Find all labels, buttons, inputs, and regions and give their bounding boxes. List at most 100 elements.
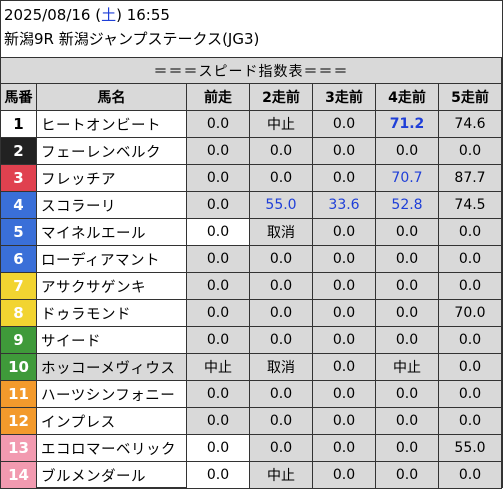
- table-row: 10 ホッコーメヴィウス 中止 取消 0.0 中止 0.0: [0, 353, 502, 381]
- table-row: 9 サイード 0.0 0.0 0.0 0.0 0.0: [0, 326, 502, 354]
- table-row: 2 フェーレンベルク 0.0 0.0 0.0 0.0 0.0: [0, 137, 502, 165]
- table-row: 7 アサクサゲンキ 0.0 0.0 0.0 0.0 0.0: [0, 272, 502, 300]
- table-header-row: 馬番 馬名 前走 2走前 3走前 4走前 5走前: [0, 83, 502, 111]
- table-row: 8 ドゥラモンド 0.0 0.0 0.0 0.0 70.0: [0, 299, 502, 327]
- horse-number: 14: [0, 461, 37, 489]
- speed-index-cell: 0.0: [186, 407, 250, 435]
- horse-number: 12: [0, 407, 37, 435]
- speed-index-cell: 中止: [249, 110, 313, 138]
- speed-index-cell: 0.0: [312, 434, 376, 462]
- speed-index-cell: 0.0: [312, 353, 376, 381]
- speed-index-cell: 0.0: [249, 245, 313, 273]
- speed-index-cell: 0.0: [438, 407, 502, 435]
- speed-index-cell: 0.0: [312, 164, 376, 192]
- horse-name: ハーツシンフォニー: [36, 380, 187, 408]
- speed-index-cell: 71.2: [375, 110, 439, 138]
- table-body: 1 ヒートオンビート 0.0 中止 0.0 71.2 74.6 2 フェーレンベルク 0.0 0.0…: [0, 110, 502, 489]
- table-row: 13 エコロマーベリック 0.0 0.0 0.0 0.0 55.0: [0, 434, 502, 462]
- speed-index-cell: 0.0: [312, 326, 376, 354]
- speed-index-cell: 中止: [375, 353, 439, 381]
- speed-index-cell: 0.0: [312, 407, 376, 435]
- horse-number: 11: [0, 380, 37, 408]
- horse-name: エコロマーベリック: [36, 434, 187, 462]
- speed-index-cell: 74.5: [438, 191, 502, 219]
- speed-index-cell: 0.0: [186, 461, 250, 489]
- table-row: 14 ブルメンダール 0.0 中止 0.0 0.0 0.0: [0, 461, 502, 489]
- speed-index-cell: 74.6: [438, 110, 502, 138]
- horse-name: サイード: [36, 326, 187, 354]
- horse-name: フレッチア: [36, 164, 187, 192]
- speed-index-cell: 0.0: [375, 407, 439, 435]
- horse-name: マイネルエール: [36, 218, 187, 246]
- race-weekday: 土: [101, 6, 117, 24]
- horse-number: 7: [0, 272, 37, 300]
- speed-index-cell: 0.0: [249, 137, 313, 165]
- column-header: 4走前: [375, 83, 439, 111]
- horse-name: ヒートオンビート: [36, 110, 187, 138]
- speed-index-cell: 70.7: [375, 164, 439, 192]
- speed-index-cell: 0.0: [186, 272, 250, 300]
- speed-index-cell: 0.0: [186, 191, 250, 219]
- horse-name: スコラーリ: [36, 191, 187, 219]
- table-row: 12 インプレス 0.0 0.0 0.0 0.0 0.0: [0, 407, 502, 435]
- table-row: 1 ヒートオンビート 0.0 中止 0.0 71.2 74.6: [0, 110, 502, 138]
- horse-name: フェーレンベルク: [36, 137, 187, 165]
- speed-index-cell: 55.0: [438, 434, 502, 462]
- horse-name: ホッコーメヴィウス: [36, 353, 187, 381]
- speed-index-cell: 0.0: [312, 218, 376, 246]
- speed-index-cell: 0.0: [375, 137, 439, 165]
- speed-index-cell: 0.0: [375, 245, 439, 273]
- speed-index-cell: 0.0: [249, 326, 313, 354]
- speed-index-cell: 0.0: [249, 299, 313, 327]
- speed-index-cell: 0.0: [186, 137, 250, 165]
- horse-number: 13: [0, 434, 37, 462]
- table-row: 6 ローディアマント 0.0 0.0 0.0 0.0 0.0: [0, 245, 502, 273]
- speed-index-cell: 0.0: [375, 434, 439, 462]
- speed-index-cell: 0.0: [438, 461, 502, 489]
- speed-index-cell: 0.0: [186, 245, 250, 273]
- race-title: 新潟9R 新潟ジャンプステークス(JG3): [4, 30, 260, 48]
- speed-index-cell: 0.0: [186, 380, 250, 408]
- horse-number: 4: [0, 191, 37, 219]
- speed-index-cell: 0.0: [438, 380, 502, 408]
- speed-index-cell: 55.0: [249, 191, 313, 219]
- horse-number: 9: [0, 326, 37, 354]
- column-header: 3走前: [312, 83, 376, 111]
- speed-index-cell: 0.0: [438, 326, 502, 354]
- speed-index-cell: 0.0: [312, 245, 376, 273]
- horse-number: 10: [0, 353, 37, 381]
- speed-index-cell: 0.0: [186, 434, 250, 462]
- column-header: 前走: [186, 83, 250, 111]
- speed-index-cell: 中止: [186, 353, 250, 381]
- horse-number: 1: [0, 110, 37, 138]
- speed-index-cell: 0.0: [249, 164, 313, 192]
- speed-index-cell: 取消: [249, 353, 313, 381]
- speed-index-cell: 0.0: [312, 137, 376, 165]
- table-title: ＝＝＝スピード指数表＝＝＝: [0, 57, 502, 84]
- speed-index-cell: 0.0: [312, 299, 376, 327]
- horse-name: ブルメンダール: [36, 461, 187, 489]
- column-header: 2走前: [249, 83, 313, 111]
- horse-name: ローディアマント: [36, 245, 187, 273]
- speed-index-cell: 0.0: [186, 164, 250, 192]
- speed-index-cell: 0.0: [375, 299, 439, 327]
- horse-number: 2: [0, 137, 37, 165]
- speed-index-cell: 87.7: [438, 164, 502, 192]
- speed-index-cell: 取消: [249, 218, 313, 246]
- horse-name: アサクサゲンキ: [36, 272, 187, 300]
- speed-index-cell: 0.0: [249, 380, 313, 408]
- horse-number: 8: [0, 299, 37, 327]
- column-header: 馬名: [36, 83, 187, 111]
- speed-index-cell: 0.0: [186, 299, 250, 327]
- speed-index-cell: 0.0: [312, 461, 376, 489]
- speed-index-cell: 0.0: [375, 461, 439, 489]
- speed-index-cell: 0.0: [438, 272, 502, 300]
- speed-index-cell: 0.0: [438, 137, 502, 165]
- speed-index-cell: 0.0: [438, 245, 502, 273]
- column-header: 馬番: [0, 83, 37, 111]
- race-time: ) 16:55: [116, 6, 170, 24]
- speed-index-table: ＝＝＝スピード指数表＝＝＝ 馬番 馬名 前走 2走前 3走前 4走前 5走前 1 ヒートオンビ…: [0, 57, 502, 489]
- speed-index-cell: 0.0: [375, 380, 439, 408]
- table-row: 5 マイネルエール 0.0 取消 0.0 0.0 0.0: [0, 218, 502, 246]
- speed-index-cell: 70.0: [438, 299, 502, 327]
